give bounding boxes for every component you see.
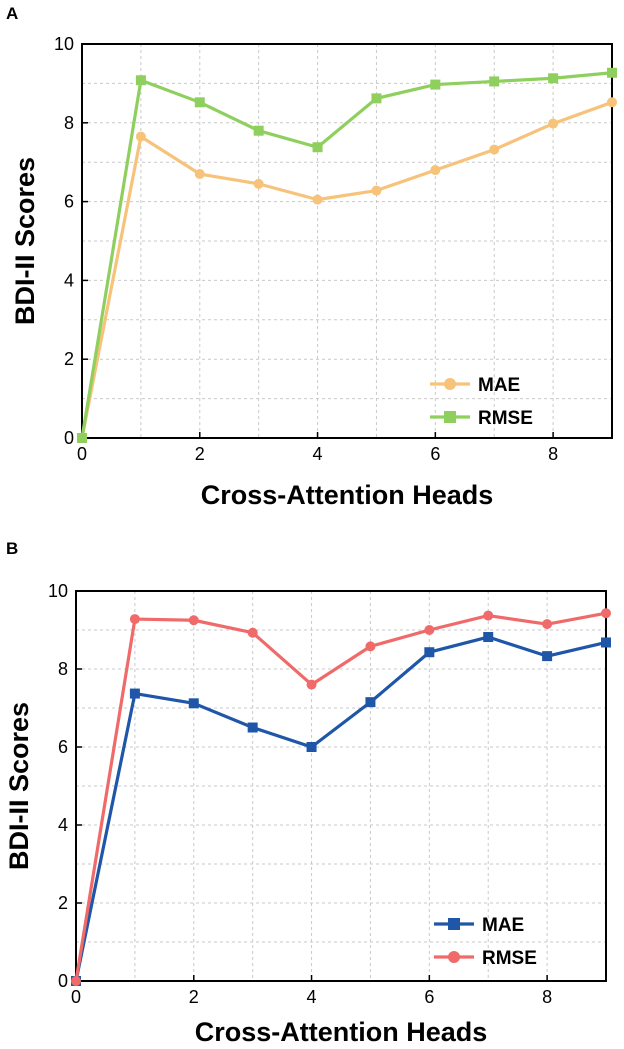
data-point-rmse — [371, 93, 382, 104]
y-axis-title: BDI-II Scores — [10, 157, 40, 325]
data-point-rmse — [77, 433, 87, 443]
data-point-rmse — [71, 976, 81, 986]
data-point-rmse — [607, 67, 617, 78]
data-point-rmse — [194, 97, 205, 108]
x-tick-label: 0 — [77, 444, 87, 464]
data-point-mae — [365, 697, 376, 708]
y-tick-label: 2 — [64, 349, 74, 369]
x-tick-label: 0 — [71, 987, 81, 1007]
y-tick-label: 8 — [64, 113, 74, 133]
plot-frame — [75, 590, 607, 982]
data-point-rmse — [430, 79, 441, 90]
data-point-mae — [607, 97, 617, 108]
data-point-rmse — [312, 142, 323, 153]
data-point-mae — [312, 194, 323, 205]
data-point-rmse — [489, 76, 500, 87]
legend-marker-rmse — [448, 951, 460, 963]
data-point-mae — [542, 651, 553, 662]
chart-panel-a: A 0 2 4 6 8 0 2 4 6 8 10 Cross-Attention Heads BDI-I… — [0, 0, 624, 520]
legend-marker-mae — [444, 378, 456, 390]
data-point-rmse — [548, 73, 559, 84]
series-line-rmse — [74, 611, 607, 982]
legend-label-rmse: RMSE — [482, 948, 537, 969]
series-line-rmse — [80, 71, 613, 439]
data-point-rmse — [483, 610, 494, 621]
data-point-mae — [430, 165, 441, 176]
data-point-mae — [306, 742, 317, 752]
data-point-mae — [601, 637, 611, 648]
data-point-mae — [489, 144, 500, 155]
x-tick-label: 8 — [548, 444, 558, 464]
y-tick-label: 8 — [58, 659, 68, 679]
x-tick-label: 4 — [307, 987, 317, 1007]
legend-marker-mae — [448, 918, 460, 930]
x-tick-label: 8 — [542, 987, 552, 1007]
y-axis-title: BDI-II Scores — [4, 702, 34, 870]
data-point-mae — [247, 722, 258, 733]
legend-label-mae: MAE — [482, 915, 524, 936]
panel-label: A — [6, 4, 19, 23]
y-tick-label: 6 — [58, 737, 68, 757]
data-point-mae — [371, 185, 382, 196]
legend-label-mae: MAE — [478, 375, 520, 396]
x-axis-title: Cross-Attention Heads — [195, 1017, 488, 1047]
x-tick-label: 4 — [313, 444, 323, 464]
x-tick-label: 2 — [195, 444, 205, 464]
data-point-rmse — [253, 125, 264, 136]
data-point-mae — [135, 131, 146, 142]
x-tick-label: 6 — [424, 987, 434, 1007]
plot-frame — [81, 43, 613, 439]
y-tick-label: 0 — [58, 971, 68, 991]
data-point-mae — [483, 632, 494, 643]
data-point-mae — [129, 688, 140, 699]
y-tick-label: 2 — [58, 893, 68, 913]
x-axis-title: Cross-Attention Heads — [201, 480, 494, 510]
legend-marker-rmse — [444, 411, 456, 423]
data-point-rmse — [542, 619, 553, 630]
data-point-rmse — [601, 608, 611, 619]
data-point-rmse — [306, 679, 317, 690]
data-point-mae — [424, 647, 435, 658]
data-point-mae — [253, 178, 264, 189]
y-tick-label: 4 — [58, 815, 68, 835]
y-tick-label: 0 — [64, 428, 74, 448]
data-point-rmse — [129, 614, 140, 625]
y-tick-label: 4 — [64, 270, 74, 290]
chart-panel-b: B 0 2 4 6 8 0 2 4 6 8 10 Cross-Attention Heads BDI-I… — [0, 535, 624, 1049]
x-tick-label: 6 — [430, 444, 440, 464]
panel-label: B — [6, 539, 19, 558]
data-point-rmse — [424, 625, 435, 635]
data-point-rmse — [247, 627, 258, 638]
y-tick-label: 6 — [64, 192, 74, 212]
chart-a: 0 2 4 6 8 0 2 4 6 8 10 Cross-Attention Heads BDI-II … — [10, 34, 617, 510]
chart-b: 0 2 4 6 8 0 2 4 6 8 10 Cross-Attention Heads BDI-II … — [4, 581, 611, 1047]
y-tick-label: 10 — [54, 34, 74, 54]
data-point-mae — [194, 169, 205, 180]
series-line-mae — [74, 635, 607, 982]
x-tick-label: 2 — [189, 987, 199, 1007]
data-point-rmse — [188, 615, 199, 626]
data-point-mae — [188, 698, 199, 709]
series-line-mae — [80, 100, 613, 439]
data-point-rmse — [365, 641, 376, 652]
legend-label-rmse: RMSE — [478, 408, 533, 429]
data-point-mae — [548, 118, 559, 129]
data-point-rmse — [135, 75, 146, 86]
y-tick-label: 10 — [48, 581, 68, 601]
